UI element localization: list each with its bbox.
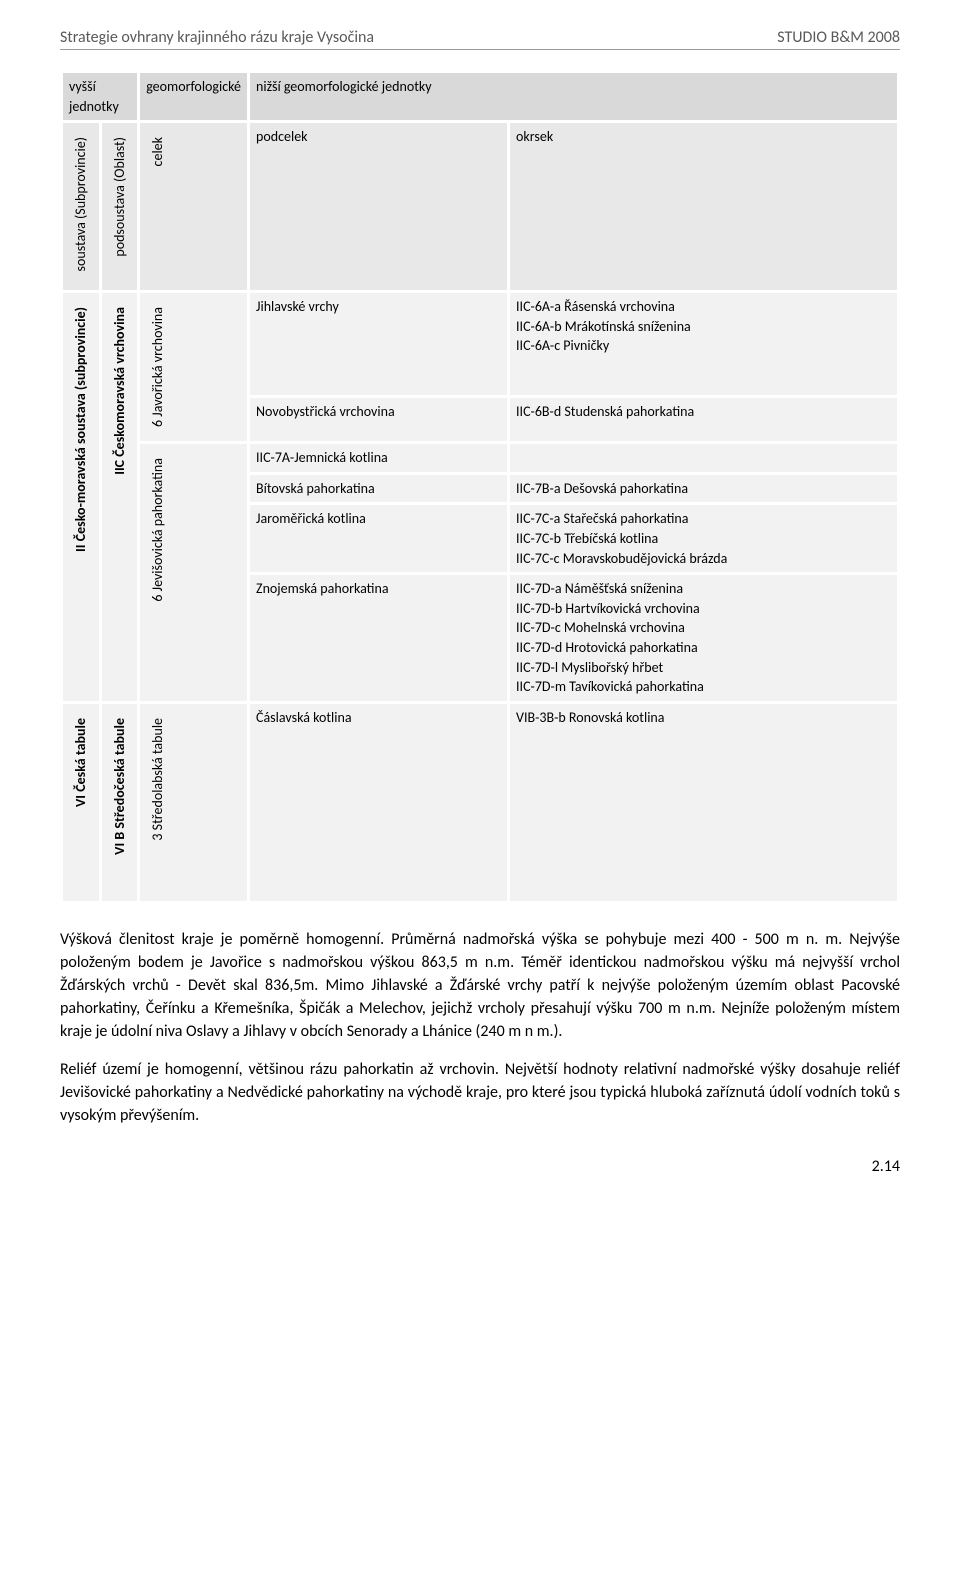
vcol-javoricka: 6 Javořická vrchovina (139, 292, 249, 443)
hdr-okrsek: okrsek (509, 122, 899, 292)
vcol-ceska-tabule: VI Česká tabule (62, 702, 101, 902)
paragraph-1: Výšková členitost kraje je poměrně homog… (60, 928, 900, 1044)
row-podcelek-2: IIC-7A-Jemnická kotlina (249, 443, 509, 474)
vcol-cesko-moravska: II Česko-moravská soustava (subprovincie… (62, 292, 101, 703)
vcol-stredoceska: VI B Středočeská tabule (100, 702, 139, 902)
row-podcelek-1: Novobystřická vrchovina (249, 397, 509, 443)
geomorphology-table: vyšší jednotky geomorfologické nižší geo… (60, 70, 900, 904)
row-okrsek-1: IIC-6B-d Studenská pahorkatina (509, 397, 899, 443)
vcol-ceskomoravska-vrch: IIC Českomoravská vrchovina (100, 292, 139, 703)
body-text: Výšková členitost kraje je poměrně homog… (60, 928, 900, 1128)
row-podcelek-4: Jaroměřická kotlina (249, 504, 509, 574)
row-okrsek-5: IIC-7D-a Náměšťská sníženina IIC-7D-b Ha… (509, 574, 899, 703)
row-okrsek-4: IIC-7C-a Stařečská pahorkatina IIC-7C-b … (509, 504, 899, 574)
row-okrsek-0: IIC-6A-a Řásenská vrchovina IIC-6A-b Mrá… (509, 292, 899, 397)
hdr-vyssi: vyšší jednotky (62, 72, 139, 122)
hdr-podcelek: podcelek (249, 122, 509, 292)
row-podcelek-3: Bítovská pahorkatina (249, 473, 509, 504)
page-right: STUDIO B&M 2008 (777, 28, 900, 47)
row-podcelek-0: Jihlavské vrchy (249, 292, 509, 397)
vhdr-podsoustava: podsoustava (Oblast) (100, 122, 139, 292)
page-number: 2.14 (60, 1157, 900, 1176)
page-title: Strategie ovhrany krajinného rázu kraje … (60, 28, 374, 47)
row-okrsek-2 (509, 443, 899, 474)
page-header: Strategie ovhrany krajinného rázu kraje … (60, 28, 900, 50)
vhdr-celek: celek (139, 122, 249, 292)
hdr-nizsi: nižší geomorfologické jednotky (249, 72, 899, 122)
row-podcelek-6: Čáslavská kotlina (249, 702, 509, 902)
vcol-jevisovicka: 6 Jevišovická pahorkatina (139, 443, 249, 703)
paragraph-2: Reliéf území je homogenní, většinou rázu… (60, 1058, 900, 1128)
row-podcelek-5: Znojemská pahorkatina (249, 574, 509, 703)
hdr-geomorf: geomorfologické (139, 72, 249, 122)
vcol-stredolabska: 3 Středolabská tabule (139, 702, 249, 902)
row-okrsek-6: VIB-3B-b Ronovská kotlina (509, 702, 899, 902)
vhdr-soustava: soustava (Subprovincie) (62, 122, 101, 292)
row-okrsek-3: IIC-7B-a Dešovská pahorkatina (509, 473, 899, 504)
